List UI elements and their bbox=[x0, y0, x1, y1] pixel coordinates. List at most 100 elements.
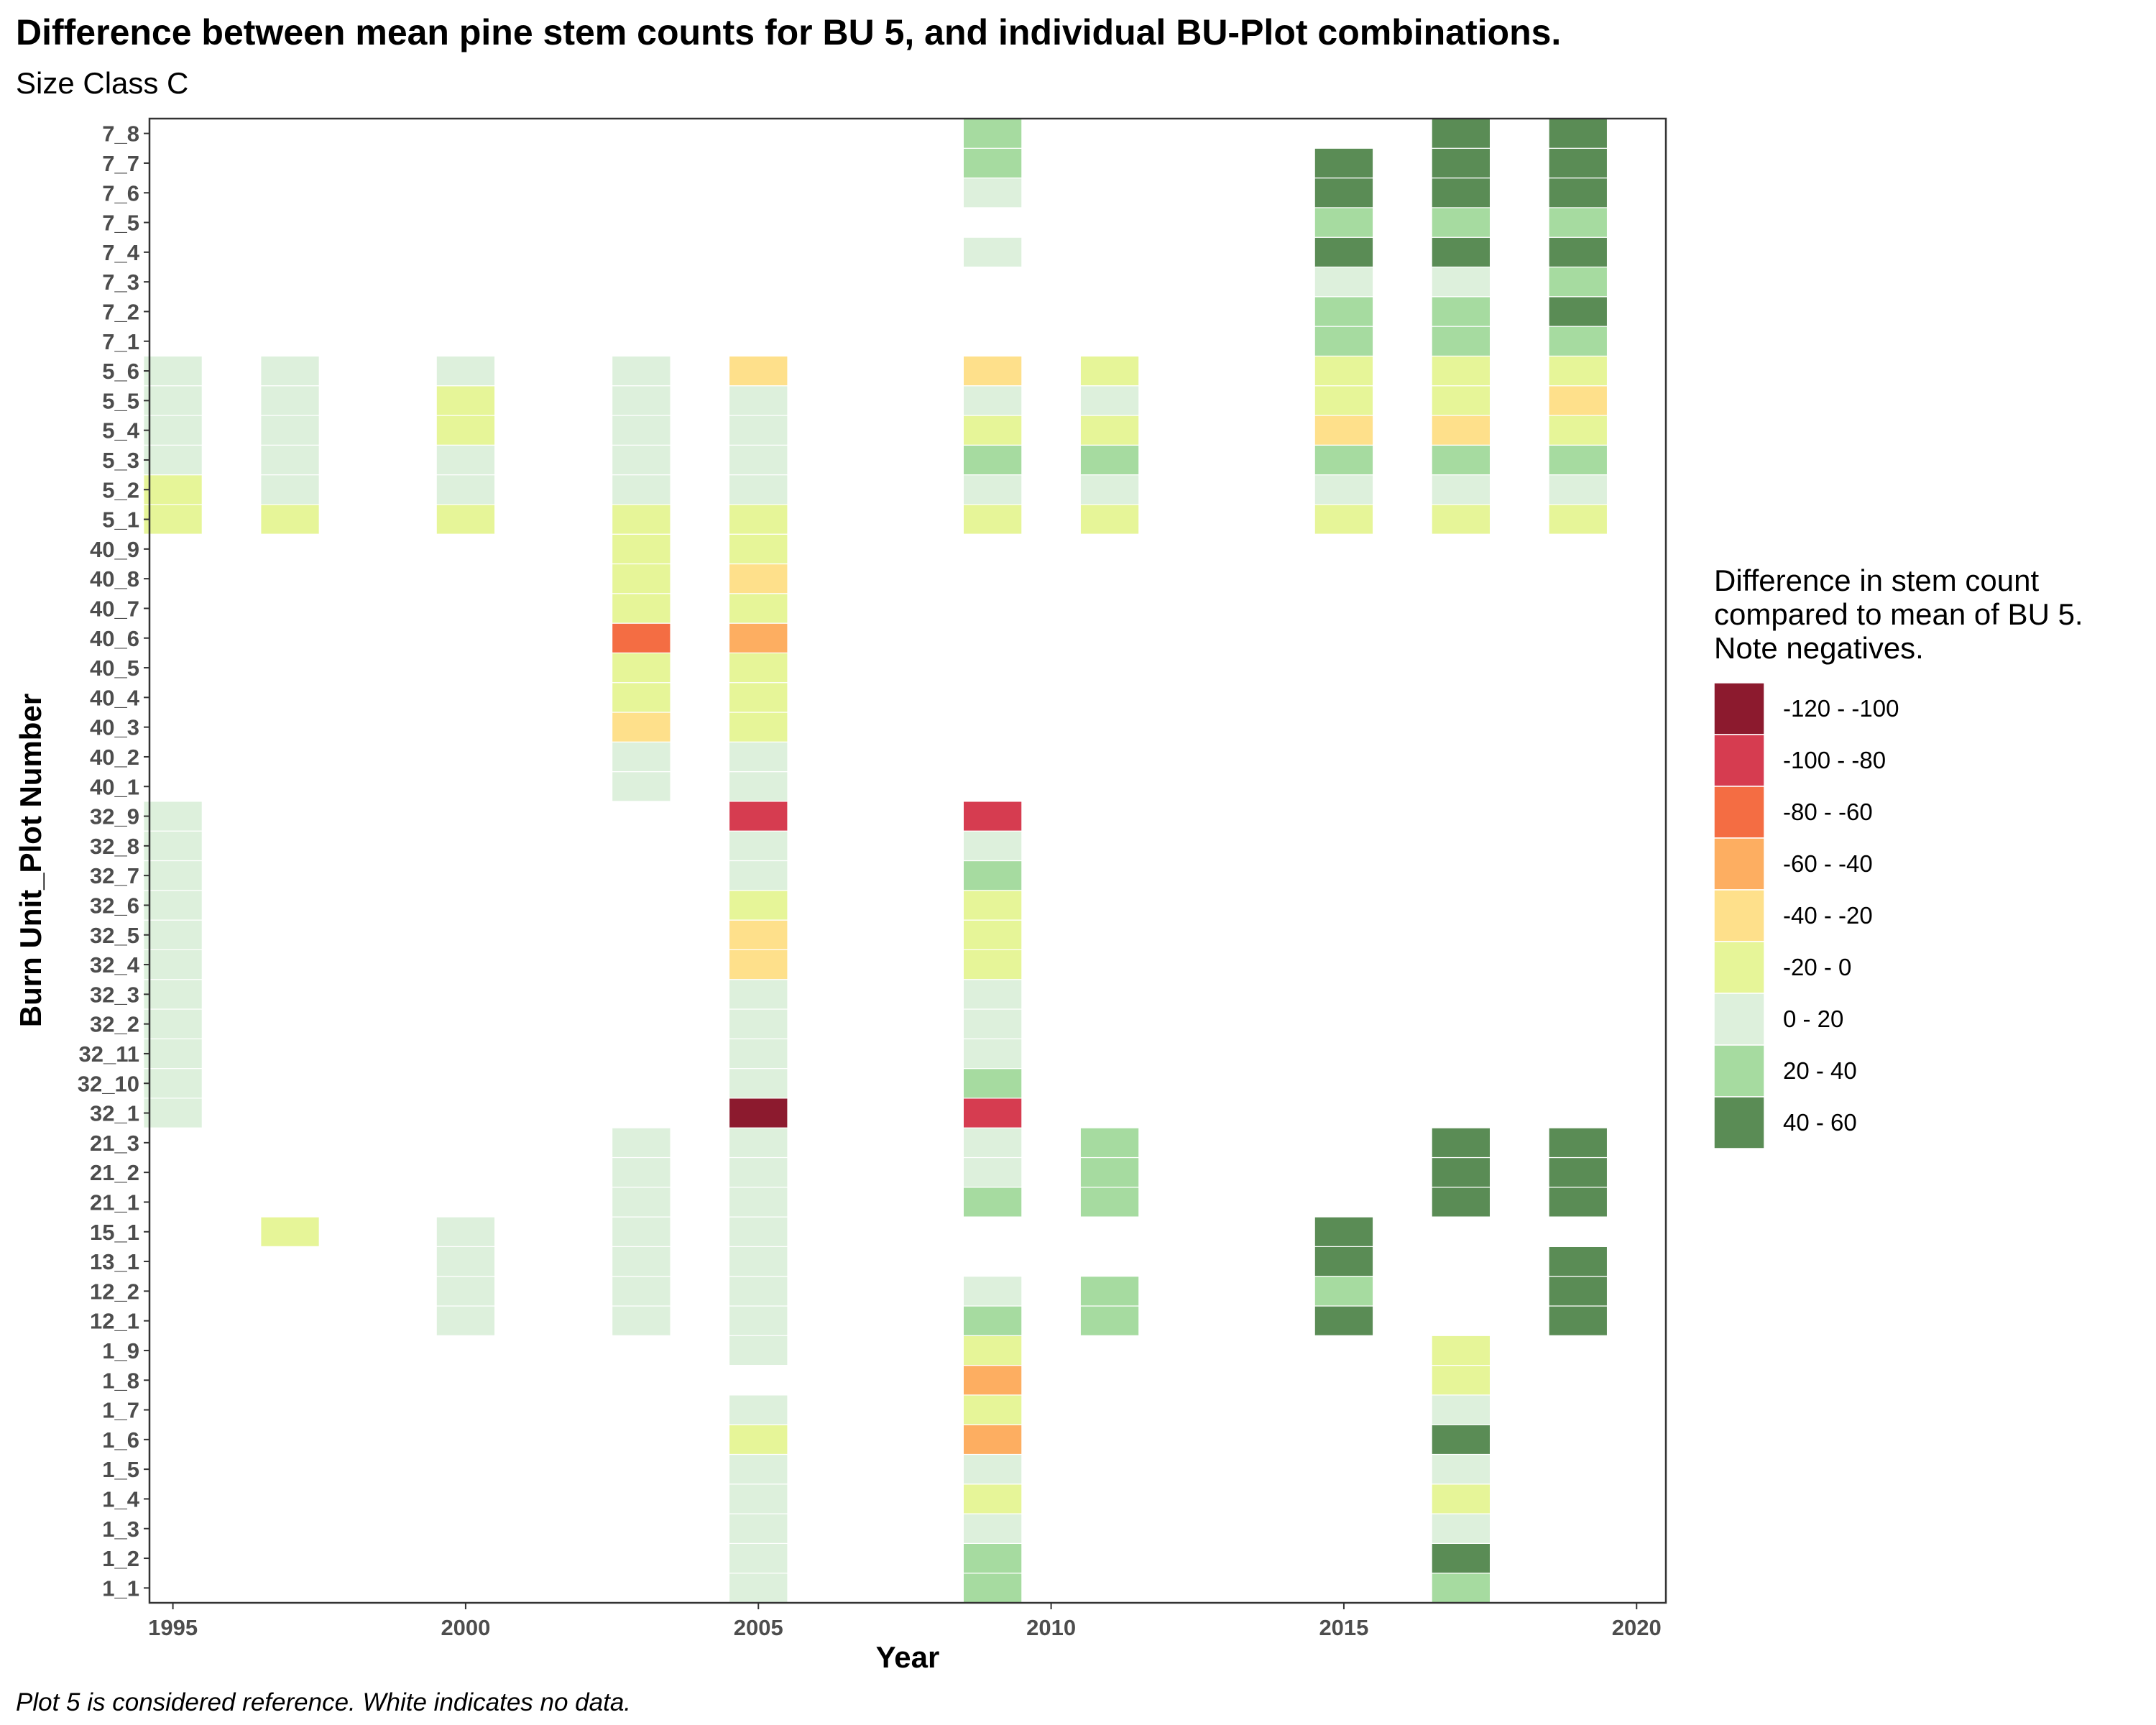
heatmap-cell-2000-5_2 bbox=[436, 474, 496, 505]
heatmap-cell-2003-12_1 bbox=[611, 1305, 671, 1336]
heatmap-cell-2005-32_9 bbox=[728, 801, 788, 832]
heatmap-cell-2017-7_3 bbox=[1431, 266, 1491, 298]
heatmap-cell-2009-32_2 bbox=[962, 1008, 1023, 1039]
legend-label: -80 - -60 bbox=[1783, 799, 1873, 825]
y-tick-label: 32_1 bbox=[90, 1101, 139, 1126]
y-tick-label: 1_6 bbox=[102, 1427, 139, 1453]
y-tick-label: 40_7 bbox=[90, 596, 139, 621]
heatmap-cell-2015-15_1 bbox=[1314, 1216, 1374, 1247]
heatmap-cell-2005-40_1 bbox=[728, 770, 788, 802]
heatmap-cell-2017-1_1 bbox=[1431, 1573, 1491, 1604]
heatmap-cell-2019-7_2 bbox=[1548, 296, 1608, 327]
y-tick-label: 7_5 bbox=[102, 211, 139, 236]
heatmap-cell-2005-5_2 bbox=[728, 474, 788, 505]
heatmap-cell-2009-1_9 bbox=[962, 1335, 1023, 1366]
heatmap-cell-2005-1_2 bbox=[728, 1542, 788, 1574]
x-tick-label: 2005 bbox=[734, 1615, 783, 1640]
y-tick-label: 1_9 bbox=[102, 1338, 139, 1363]
y-tick-label: 40_9 bbox=[90, 537, 139, 562]
heatmap-cell-2000-13_1 bbox=[436, 1246, 496, 1277]
heatmap-cell-1995-5_3 bbox=[143, 444, 203, 476]
heatmap-cell-2019-12_2 bbox=[1548, 1276, 1608, 1307]
y-tick-label: 40_2 bbox=[90, 745, 139, 770]
heatmap-cell-1997-5_6 bbox=[260, 355, 320, 387]
heatmap-cell-2017-7_6 bbox=[1431, 178, 1491, 208]
heatmap-cell-2015-7_7 bbox=[1314, 147, 1374, 179]
heatmap-cell-2017-7_5 bbox=[1431, 207, 1491, 238]
heatmap-cell-2003-15_1 bbox=[611, 1216, 671, 1247]
y-tick-label: 32_2 bbox=[90, 1012, 139, 1037]
y-tick-label: 32_11 bbox=[79, 1041, 140, 1067]
heatmap-cell-2003-40_8 bbox=[611, 563, 671, 594]
heatmap-cell-2019-21_2 bbox=[1548, 1156, 1608, 1188]
y-tick-label: 1_2 bbox=[102, 1546, 139, 1571]
heatmap-cell-2003-5_5 bbox=[611, 385, 671, 416]
heatmap-cell-2019-12_1 bbox=[1548, 1305, 1608, 1336]
y-tick-label: 32_4 bbox=[90, 952, 140, 978]
heatmap-cell-2005-32_8 bbox=[728, 830, 788, 862]
heatmap-cell-2005-32_7 bbox=[728, 860, 788, 891]
heatmap-cell-2011-12_2 bbox=[1079, 1276, 1140, 1307]
heatmap-cell-1997-5_1 bbox=[260, 504, 320, 535]
heatmap-cell-2005-21_3 bbox=[728, 1127, 788, 1159]
heatmap-cell-2005-40_2 bbox=[728, 741, 788, 773]
y-axis: 1_1 1_2 1_3 1_4 1_5 1_6 1_7 1_8 1_9 12_1 12_2 13_1 1… bbox=[78, 121, 149, 1601]
heatmap-cell-2003-40_4 bbox=[611, 682, 671, 713]
y-tick-label: 32_6 bbox=[90, 893, 139, 918]
heatmap-cell-2015-13_1 bbox=[1314, 1246, 1374, 1277]
legend-label: -120 - -100 bbox=[1783, 695, 1899, 722]
heatmap-cell-2017-1_5 bbox=[1431, 1453, 1491, 1485]
heatmap-cell-2005-1_1 bbox=[728, 1573, 788, 1604]
heatmap-cell-2005-32_5 bbox=[728, 919, 788, 950]
heatmap-cell-2019-5_5 bbox=[1548, 385, 1608, 416]
heatmap-cell-2005-32_2 bbox=[728, 1008, 788, 1039]
y-tick-label: 32_5 bbox=[90, 923, 139, 948]
heatmap-cell-2003-40_1 bbox=[611, 770, 671, 802]
y-tick-label: 5_3 bbox=[102, 448, 139, 473]
y-tick-label: 7_7 bbox=[102, 151, 139, 176]
heatmap-cell-2019-7_6 bbox=[1548, 178, 1608, 208]
heatmap-cell-2017-5_3 bbox=[1431, 444, 1491, 476]
y-tick-label: 15_1 bbox=[90, 1220, 139, 1245]
heatmap-cell-2019-7_7 bbox=[1548, 147, 1608, 179]
heatmap-cells bbox=[143, 118, 1608, 1604]
heatmap-cell-2000-5_6 bbox=[436, 355, 496, 387]
legend-key bbox=[1713, 993, 1765, 1046]
y-tick-label: 5_5 bbox=[102, 388, 139, 413]
heatmap-cell-1995-5_2 bbox=[143, 474, 203, 505]
heatmap-cell-2005-1_6 bbox=[728, 1424, 788, 1455]
heatmap-cell-2017-5_6 bbox=[1431, 355, 1491, 387]
heatmap-cell-2009-1_3 bbox=[962, 1513, 1023, 1545]
heatmap-cell-1995-32_9 bbox=[143, 801, 203, 832]
heatmap-cell-2009-1_8 bbox=[962, 1364, 1023, 1396]
heatmap-cell-2005-40_8 bbox=[728, 563, 788, 594]
heatmap-cell-2005-32_1 bbox=[728, 1098, 788, 1128]
heatmap-cell-2009-7_6 bbox=[962, 178, 1023, 208]
heatmap-cell-2015-7_6 bbox=[1314, 178, 1374, 208]
legend-key bbox=[1713, 837, 1765, 891]
y-tick-label: 7_2 bbox=[102, 299, 139, 324]
x-tick-label: 1995 bbox=[148, 1615, 198, 1640]
heatmap-cell-2017-7_7 bbox=[1431, 147, 1491, 179]
heatmap-cell-2003-40_2 bbox=[611, 741, 671, 773]
y-tick-label: 32_10 bbox=[78, 1071, 139, 1096]
heatmap-cell-2000-15_1 bbox=[436, 1216, 496, 1247]
heatmap-cell-2005-32_10 bbox=[728, 1067, 788, 1099]
heatmap-cell-2015-12_2 bbox=[1314, 1276, 1374, 1307]
heatmap-cell-2005-32_11 bbox=[728, 1038, 788, 1070]
heatmap-cell-2017-5_5 bbox=[1431, 385, 1491, 416]
legend-label: -60 - -40 bbox=[1783, 850, 1873, 877]
heatmap-cell-2003-40_5 bbox=[611, 652, 671, 684]
heatmap-cell-2005-40_6 bbox=[728, 622, 788, 653]
legend-key bbox=[1713, 734, 1765, 787]
y-tick-label: 32_3 bbox=[90, 982, 139, 1007]
heatmap-cell-2003-5_3 bbox=[611, 444, 671, 476]
heatmap-cell-2019-7_8 bbox=[1548, 118, 1608, 149]
heatmap-cell-2009-5_1 bbox=[962, 504, 1023, 535]
y-tick-label: 5_2 bbox=[102, 477, 139, 502]
y-tick-label: 21_1 bbox=[90, 1190, 139, 1215]
heatmap-cell-2015-5_4 bbox=[1314, 415, 1374, 446]
heatmap-cell-2005-40_7 bbox=[728, 593, 788, 624]
heatmap-cell-2015-7_2 bbox=[1314, 296, 1374, 327]
heatmap-cell-2000-12_2 bbox=[436, 1276, 496, 1307]
